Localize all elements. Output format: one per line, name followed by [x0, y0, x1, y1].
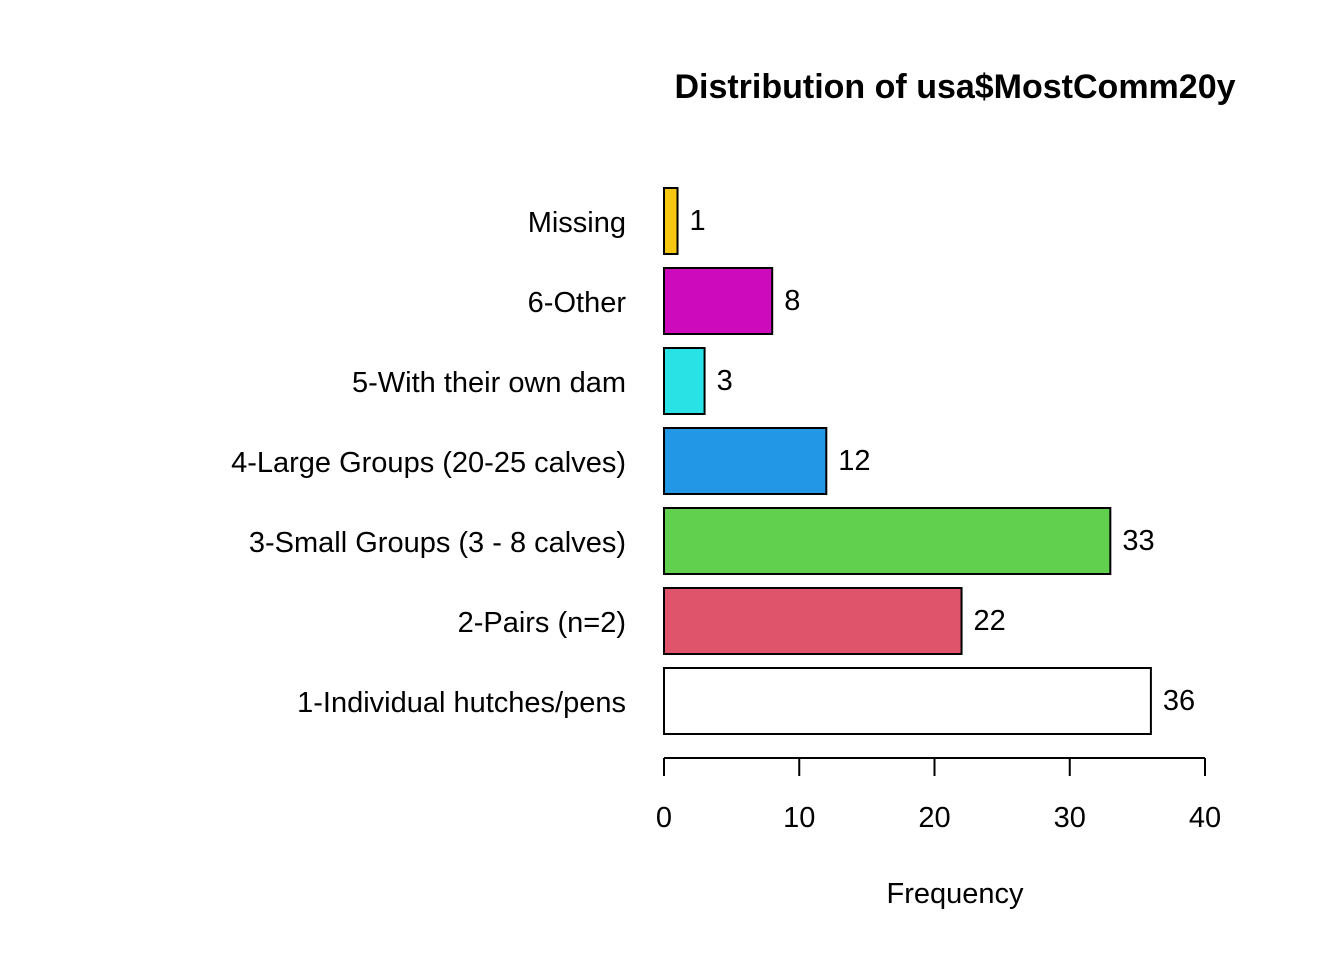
category-label: 2-Pairs (n=2) [458, 607, 626, 639]
value-label: 12 [838, 445, 870, 477]
category-labels: 1-Individual hutches/pens 2-Pairs (n=2) 3-… [231, 207, 626, 719]
bar-3-small-groups-3-8-calves [663, 507, 1112, 575]
bars-group [663, 187, 1152, 735]
bar-6-other [663, 267, 774, 335]
bar-4-large-groups-20-25-calves [663, 427, 828, 495]
value-label: 8 [784, 285, 800, 317]
x-tick-label: 0 [656, 802, 672, 834]
category-label: 5-With their own dam [352, 367, 626, 399]
chart-title: Distribution of usa$MostComm20y [674, 68, 1235, 106]
x-tick-label: 20 [918, 802, 950, 834]
value-label: 22 [974, 605, 1006, 637]
x-tick-label: 10 [783, 802, 815, 834]
category-label: 3-Small Groups (3 - 8 calves) [249, 527, 626, 559]
category-label: 6-Other [528, 287, 627, 319]
category-label: Missing [528, 207, 626, 239]
value-label: 36 [1163, 685, 1195, 717]
value-labels: 36 22 33 12 3 8 1 [690, 205, 1196, 717]
bar-5-with-their-own-dam [663, 347, 706, 415]
category-label: 4-Large Groups (20-25 calves) [231, 447, 626, 479]
x-tick-label: 40 [1189, 802, 1221, 834]
value-label: 3 [717, 365, 733, 397]
bar-2-pairs-n-2 [663, 587, 963, 655]
bar-missing [663, 187, 679, 255]
category-label: 1-Individual hutches/pens [297, 687, 626, 719]
x-tick-label: 30 [1054, 802, 1086, 834]
value-label: 33 [1122, 525, 1154, 557]
bar-1-individual-hutches-pens [663, 667, 1152, 735]
x-axis: 0 10 20 30 40 [656, 757, 1221, 834]
x-axis-title: Frequency [886, 878, 1024, 910]
value-label: 1 [690, 205, 706, 237]
